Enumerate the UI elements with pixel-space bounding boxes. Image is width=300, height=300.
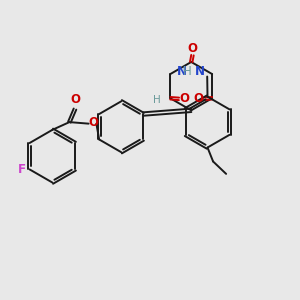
Text: N: N — [195, 65, 205, 78]
Text: O: O — [70, 93, 80, 106]
Text: O: O — [179, 92, 189, 105]
Text: O: O — [194, 92, 203, 105]
Text: O: O — [88, 116, 98, 129]
Text: H: H — [153, 95, 161, 105]
Text: O: O — [188, 42, 198, 55]
Text: H: H — [183, 65, 191, 78]
Text: N: N — [177, 65, 187, 78]
Text: F: F — [18, 163, 26, 176]
